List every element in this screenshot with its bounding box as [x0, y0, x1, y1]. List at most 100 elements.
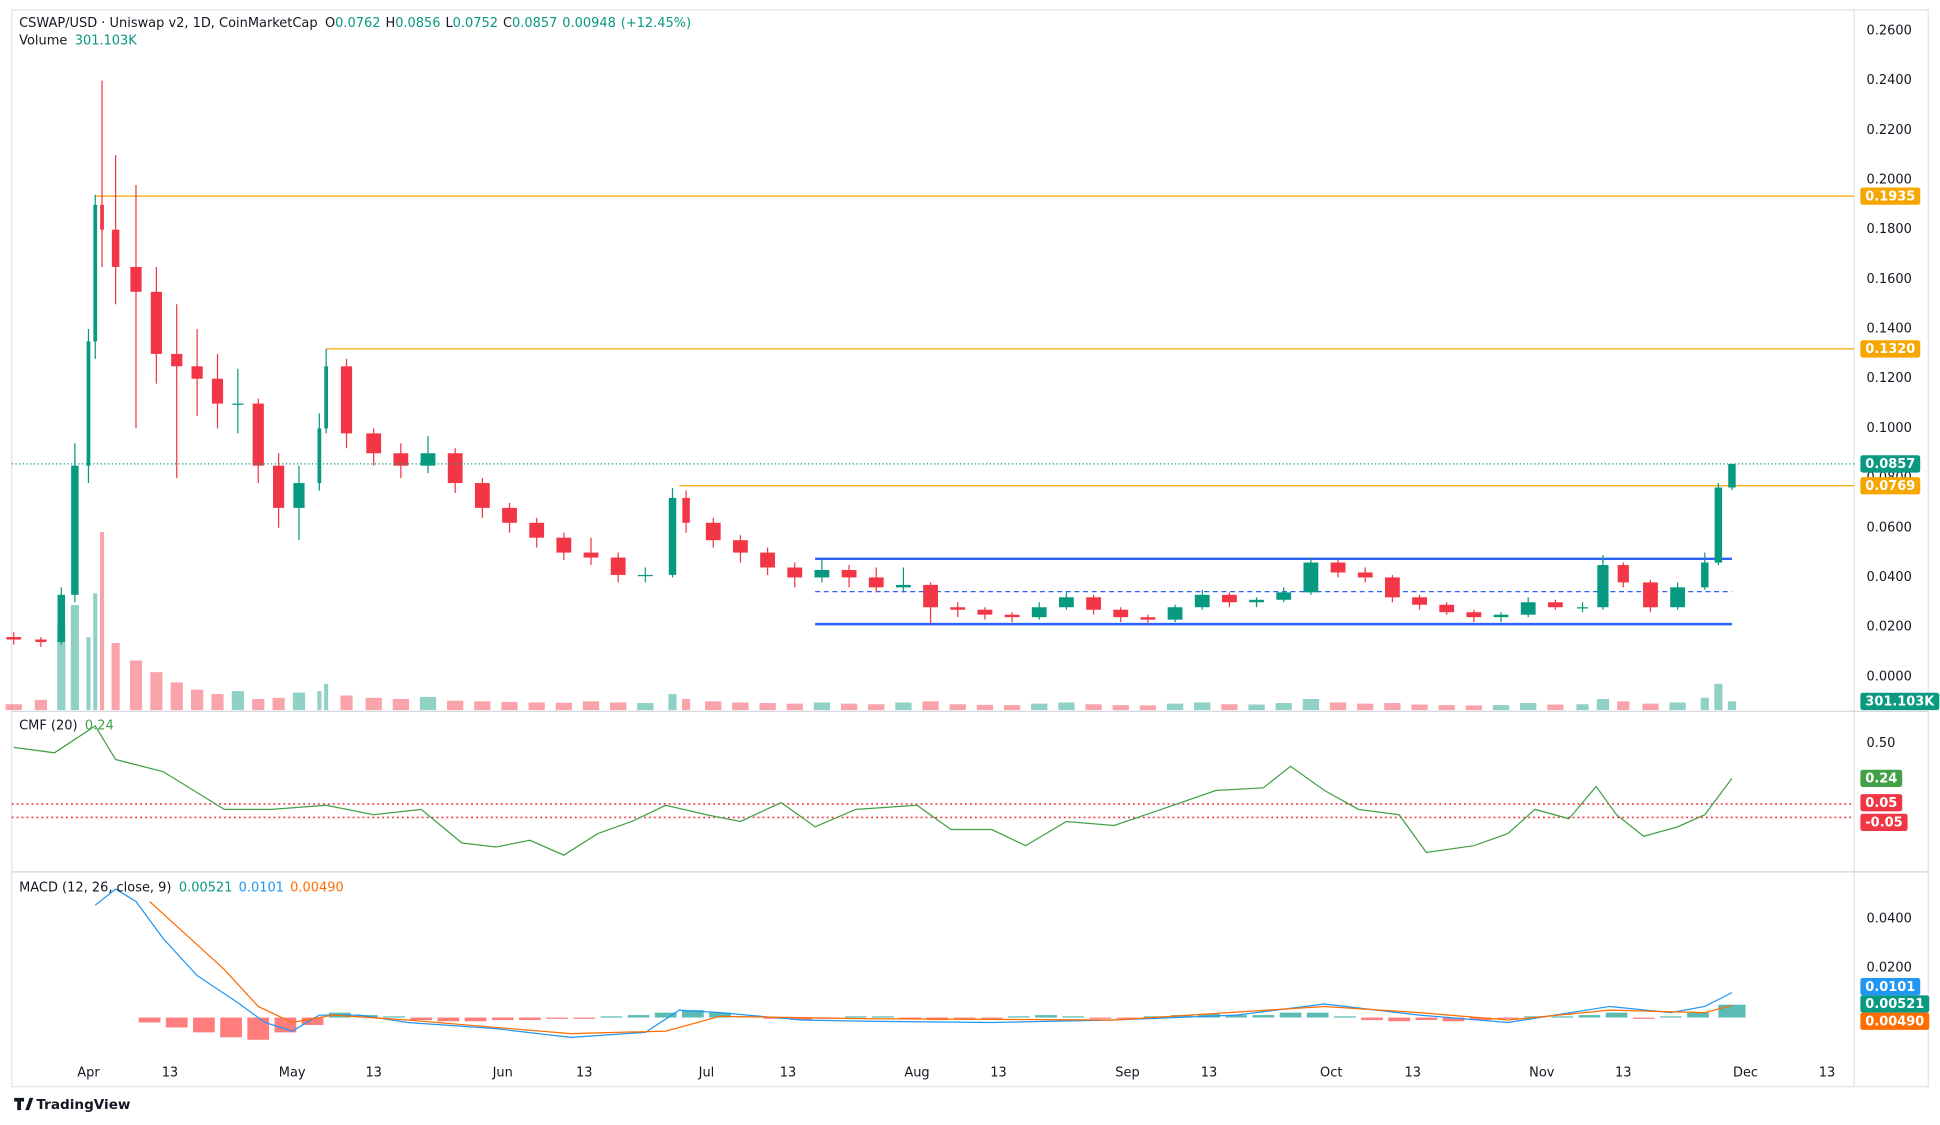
- volume-bar: [150, 672, 163, 711]
- volume-bar: [759, 703, 776, 711]
- badge-label: 0.00521: [1865, 997, 1924, 1012]
- volume-bar: [1714, 683, 1723, 711]
- histogram-bar: [247, 1017, 270, 1040]
- candle-body: [1520, 602, 1536, 615]
- x-tick-label: Nov: [1529, 1066, 1555, 1081]
- cmf-line: [13, 724, 1733, 856]
- x-tick-label: 13: [1615, 1066, 1631, 1081]
- volume-bar: [1438, 705, 1455, 711]
- badge-label: 0.0769: [1865, 479, 1915, 494]
- candle-body: [317, 428, 322, 484]
- x-tick-label: 13: [1201, 1066, 1217, 1081]
- histogram-bar: [1659, 1016, 1682, 1018]
- histogram-bar: [410, 1017, 433, 1021]
- volume-bar: [99, 532, 105, 711]
- candle-body: [191, 366, 203, 379]
- volume-bar: [949, 704, 966, 711]
- indicator-value: 0.0101: [239, 880, 284, 895]
- volume-bar: [668, 694, 677, 711]
- candle-body: [252, 403, 264, 466]
- signal-line: [149, 901, 1733, 1035]
- candle-body: [1547, 602, 1563, 608]
- badge-label: 0.00490: [1865, 1014, 1924, 1029]
- candle-body: [1576, 607, 1589, 609]
- badge-box: [1860, 340, 1921, 358]
- volume-bar: [1031, 703, 1048, 711]
- change-percent: (+12.45%): [621, 16, 691, 31]
- candle-body: [1493, 614, 1509, 618]
- ohlc-key: O: [325, 16, 335, 31]
- volume-title: Volume: [19, 33, 67, 48]
- volume-bar: [1520, 703, 1537, 711]
- histogram-bar: [1632, 1017, 1655, 1019]
- candle-body: [668, 497, 677, 575]
- volume-bar: [231, 691, 244, 711]
- histogram-bar: [1718, 1004, 1746, 1018]
- histogram-bar: [1170, 1015, 1193, 1018]
- histogram-bar: [1551, 1016, 1574, 1018]
- candle-body: [1086, 597, 1101, 610]
- histogram-bar: [1306, 1012, 1329, 1018]
- candle-body: [1714, 487, 1723, 563]
- volume-bar: [317, 691, 322, 711]
- price-badge: 0.1320: [1860, 340, 1921, 358]
- histogram-bar: [1578, 1015, 1601, 1018]
- volume-bar: [705, 701, 722, 711]
- candle-body: [1058, 597, 1074, 608]
- y-tick-label: 0.2000: [1867, 173, 1912, 188]
- price-badge: 0.1935: [1860, 187, 1921, 205]
- y-tick-label: 0.50: [1867, 736, 1896, 751]
- volume-bar: [1596, 698, 1610, 711]
- histogram-bar: [491, 1017, 514, 1021]
- candle-body: [787, 567, 803, 578]
- candle-body: [150, 291, 162, 354]
- badge-box: [1860, 455, 1921, 473]
- volume-bar: [57, 625, 66, 711]
- candle-body: [1597, 565, 1609, 608]
- candle-body: [760, 552, 775, 568]
- volume-bar: [840, 703, 858, 711]
- candle-body: [1412, 597, 1427, 605]
- ohlc-key: L: [445, 16, 453, 31]
- histogram-bar: [953, 1017, 976, 1019]
- badge-box: [1860, 1012, 1930, 1030]
- indicator-title: CMF (20): [19, 719, 77, 734]
- candle-body: [293, 483, 305, 508]
- x-tick-label: Sep: [1115, 1066, 1139, 1081]
- brand-logo: [14, 1097, 34, 1111]
- candle-body: [637, 574, 653, 577]
- x-tick-label: Dec: [1733, 1066, 1758, 1081]
- histogram-bar: [437, 1017, 460, 1022]
- volume-bar: [34, 699, 48, 711]
- badge-label: 0.1935: [1865, 189, 1915, 204]
- volume-bar: [555, 702, 572, 711]
- histogram-bar: [193, 1017, 215, 1033]
- volume-bar: [1166, 703, 1184, 711]
- candle-body: [1194, 594, 1210, 608]
- candle-body: [1643, 582, 1658, 608]
- indicator-title: MACD (12, 26, close, 9): [19, 880, 171, 895]
- candle-body: [393, 453, 409, 466]
- badge-box: [1860, 769, 1903, 788]
- volume-bar: [786, 703, 803, 711]
- histogram-bar: [1089, 1017, 1112, 1019]
- volume-bar: [610, 702, 627, 711]
- volume-bar: [1465, 705, 1483, 711]
- y-tick-label: 0.1000: [1867, 421, 1912, 436]
- volume-bar: [474, 701, 491, 711]
- volume-bar: [252, 698, 265, 711]
- volume-bar: [1003, 705, 1021, 711]
- volume-bar: [528, 702, 545, 711]
- histogram-bar: [627, 1015, 650, 1018]
- badge-label: 0.05: [1865, 796, 1897, 811]
- candle-body: [366, 433, 382, 454]
- ohlc-key: C: [503, 16, 512, 31]
- candle-body: [340, 366, 353, 434]
- price-badge: 301.103K: [1860, 692, 1940, 711]
- price-badge: 0.24: [1860, 769, 1903, 788]
- volume-bar: [976, 704, 994, 711]
- candle-body: [950, 607, 966, 610]
- candle-body: [1617, 565, 1629, 583]
- histogram-bar: [1062, 1016, 1085, 1018]
- candle-body: [111, 229, 120, 267]
